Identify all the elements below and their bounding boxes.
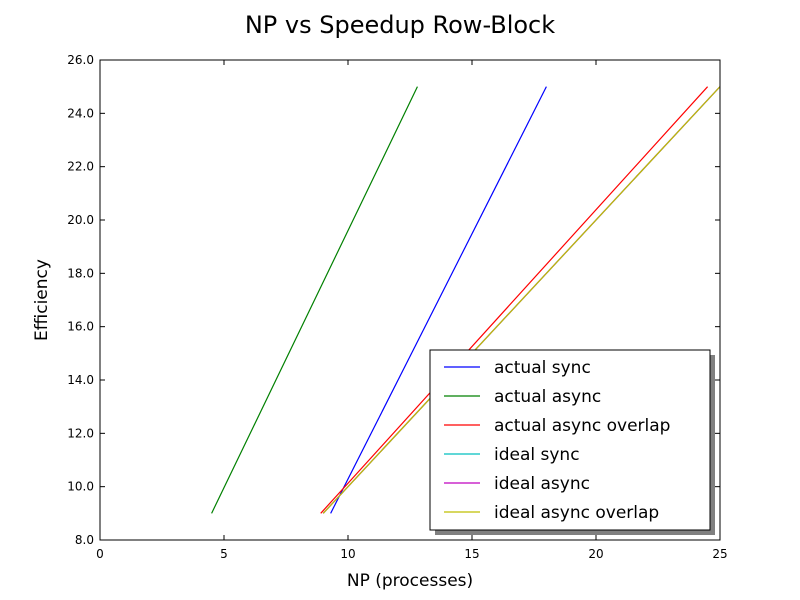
axis-ticks: 0 5 10 15 20 25 8.0 10.0 12.0 14.0 16.0 18.0 20.0 22.… — [67, 53, 727, 561]
x-tick-label: 25 — [712, 547, 727, 561]
legend-label: ideal async overlap — [494, 503, 659, 523]
y-tick-label: 14.0 — [67, 373, 94, 387]
y-tick-label: 20.0 — [67, 213, 94, 227]
legend: actual sync actual async actual async over… — [429, 349, 715, 535]
y-tick-label: 10.0 — [67, 480, 94, 494]
legend-label: actual sync — [494, 358, 591, 378]
y-tick-label: 22.0 — [67, 160, 94, 174]
x-tick-label: 5 — [220, 547, 228, 561]
plot-frame — [99, 59, 721, 541]
y-tick-label: 24.0 — [67, 106, 94, 120]
y-tick-label: 12.0 — [67, 426, 94, 440]
series-line-actual-async — [211, 86, 418, 514]
legend-label: actual async overlap — [494, 416, 670, 436]
x-tick-label: 10 — [340, 547, 355, 561]
legend-label: actual async — [494, 387, 601, 407]
y-tick-label: 26.0 — [67, 53, 94, 67]
y-tick-label: 18.0 — [67, 266, 94, 280]
legend-box — [429, 349, 711, 531]
series-line-ideal-async-overlap — [322, 86, 720, 514]
x-tick-label: 20 — [588, 547, 603, 561]
y-tick-label: 16.0 — [67, 320, 94, 334]
chart-title: NP vs Speedup Row-Block — [245, 11, 555, 39]
y-tick-label: 8.0 — [75, 533, 94, 547]
y-axis-label: Efficiency — [32, 259, 52, 341]
legend-label: ideal async — [494, 474, 590, 494]
x-tick-label: 15 — [464, 547, 479, 561]
series-line-actual-async-overlap — [320, 86, 709, 514]
plot-area — [211, 86, 720, 514]
x-tick-label: 0 — [96, 547, 104, 561]
series-line-actual-sync — [330, 86, 547, 514]
x-axis-label: NP (processes) — [347, 571, 473, 591]
legend-label: ideal sync — [494, 445, 580, 465]
